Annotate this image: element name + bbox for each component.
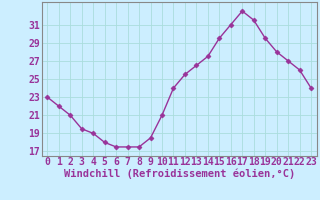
X-axis label: Windchill (Refroidissement éolien,°C): Windchill (Refroidissement éolien,°C) <box>64 169 295 179</box>
